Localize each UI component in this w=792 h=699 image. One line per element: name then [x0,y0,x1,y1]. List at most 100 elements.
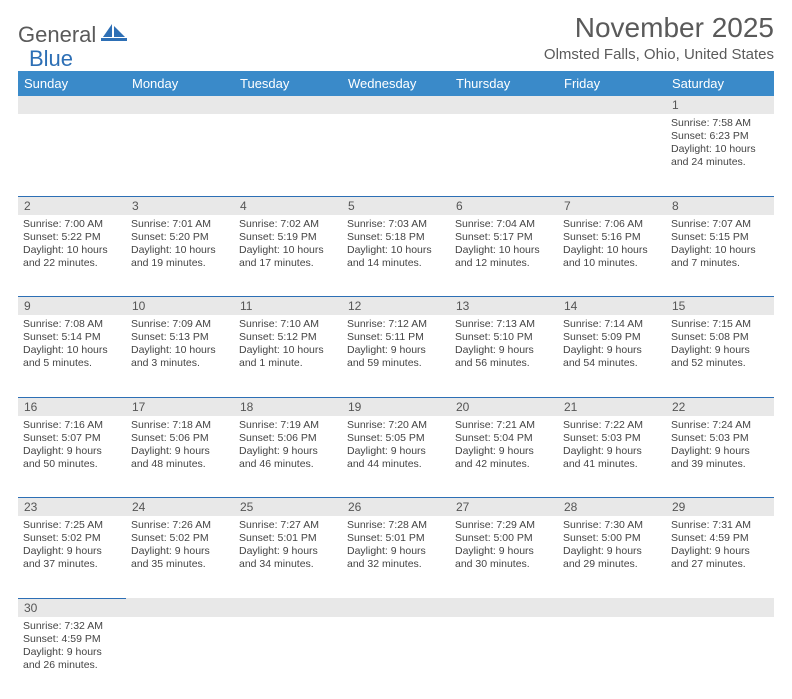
day-detail-cell: Sunrise: 7:08 AMSunset: 5:14 PMDaylight:… [18,315,126,397]
daylight-text: Daylight: 10 hours and 3 minutes. [131,344,229,370]
day-detail-cell: Sunrise: 7:09 AMSunset: 5:13 PMDaylight:… [126,315,234,397]
day-number-cell: 29 [666,498,774,517]
day-number-cell: 15 [666,297,774,316]
day-number-cell [126,598,234,617]
day-number-row: 23242526272829 [18,498,774,517]
weekday-header: Thursday [450,71,558,96]
day-number-cell: 19 [342,397,450,416]
day-detail-cell: Sunrise: 7:06 AMSunset: 5:16 PMDaylight:… [558,215,666,297]
daylight-text: Daylight: 10 hours and 14 minutes. [347,244,445,270]
day-detail-cell [558,617,666,699]
day-detail-row: Sunrise: 7:08 AMSunset: 5:14 PMDaylight:… [18,315,774,397]
sunset-text: Sunset: 5:05 PM [347,432,445,445]
day-number-cell [666,598,774,617]
daylight-text: Daylight: 10 hours and 1 minute. [239,344,337,370]
daylight-text: Daylight: 9 hours and 59 minutes. [347,344,445,370]
day-number-cell [234,598,342,617]
sunrise-text: Sunrise: 7:09 AM [131,318,229,331]
day-detail-cell: Sunrise: 7:58 AMSunset: 6:23 PMDaylight:… [666,114,774,196]
sunrise-text: Sunrise: 7:24 AM [671,419,769,432]
sunset-text: Sunset: 5:15 PM [671,231,769,244]
day-detail-row: Sunrise: 7:58 AMSunset: 6:23 PMDaylight:… [18,114,774,196]
daylight-text: Daylight: 10 hours and 10 minutes. [563,244,661,270]
daylight-text: Daylight: 9 hours and 42 minutes. [455,445,553,471]
sunset-text: Sunset: 5:11 PM [347,331,445,344]
daylight-text: Daylight: 10 hours and 24 minutes. [671,143,769,169]
weekday-header: Monday [126,71,234,96]
sunrise-text: Sunrise: 7:30 AM [563,519,661,532]
day-detail-cell [666,617,774,699]
day-number-cell: 6 [450,196,558,215]
weekday-header: Sunday [18,71,126,96]
daylight-text: Daylight: 10 hours and 17 minutes. [239,244,337,270]
day-number-cell: 5 [342,196,450,215]
logo-word2: Blue [29,46,73,71]
day-number-cell: 17 [126,397,234,416]
sunset-text: Sunset: 5:08 PM [671,331,769,344]
day-detail-cell [234,617,342,699]
day-number-cell: 4 [234,196,342,215]
day-number-cell: 25 [234,498,342,517]
sunset-text: Sunset: 5:09 PM [563,331,661,344]
daylight-text: Daylight: 9 hours and 37 minutes. [23,545,121,571]
sunset-text: Sunset: 5:00 PM [563,532,661,545]
daylight-text: Daylight: 10 hours and 22 minutes. [23,244,121,270]
day-number-cell: 2 [18,196,126,215]
sunrise-text: Sunrise: 7:03 AM [347,218,445,231]
sunset-text: Sunset: 5:06 PM [239,432,337,445]
daylight-text: Daylight: 9 hours and 52 minutes. [671,344,769,370]
day-detail-cell: Sunrise: 7:01 AMSunset: 5:20 PMDaylight:… [126,215,234,297]
day-detail-cell: Sunrise: 7:32 AMSunset: 4:59 PMDaylight:… [18,617,126,699]
day-number-cell [126,96,234,114]
daylight-text: Daylight: 9 hours and 41 minutes. [563,445,661,471]
day-detail-cell: Sunrise: 7:16 AMSunset: 5:07 PMDaylight:… [18,416,126,498]
sunrise-text: Sunrise: 7:10 AM [239,318,337,331]
day-number-cell [558,96,666,114]
sunrise-text: Sunrise: 7:01 AM [131,218,229,231]
day-detail-cell: Sunrise: 7:18 AMSunset: 5:06 PMDaylight:… [126,416,234,498]
sunrise-text: Sunrise: 7:21 AM [455,419,553,432]
day-detail-cell: Sunrise: 7:25 AMSunset: 5:02 PMDaylight:… [18,516,126,598]
sunrise-text: Sunrise: 7:26 AM [131,519,229,532]
sunset-text: Sunset: 5:10 PM [455,331,553,344]
sunrise-text: Sunrise: 7:22 AM [563,419,661,432]
day-number-cell [558,598,666,617]
sunrise-text: Sunrise: 7:18 AM [131,419,229,432]
daylight-text: Daylight: 9 hours and 30 minutes. [455,545,553,571]
sunset-text: Sunset: 5:14 PM [23,331,121,344]
day-detail-cell: Sunrise: 7:00 AMSunset: 5:22 PMDaylight:… [18,215,126,297]
month-title: November 2025 [544,12,774,44]
page-header: General November 2025 Olmsted Falls, Ohi… [18,12,774,63]
day-detail-cell: Sunrise: 7:29 AMSunset: 5:00 PMDaylight:… [450,516,558,598]
title-area: November 2025 Olmsted Falls, Ohio, Unite… [544,12,774,63]
sunrise-text: Sunrise: 7:07 AM [671,218,769,231]
day-detail-cell: Sunrise: 7:15 AMSunset: 5:08 PMDaylight:… [666,315,774,397]
day-number-cell: 24 [126,498,234,517]
sunset-text: Sunset: 5:02 PM [131,532,229,545]
day-detail-row: Sunrise: 7:00 AMSunset: 5:22 PMDaylight:… [18,215,774,297]
weekday-header-row: Sunday Monday Tuesday Wednesday Thursday… [18,71,774,96]
day-number-cell: 27 [450,498,558,517]
sunrise-text: Sunrise: 7:31 AM [671,519,769,532]
daylight-text: Daylight: 10 hours and 5 minutes. [23,344,121,370]
sunset-text: Sunset: 5:06 PM [131,432,229,445]
day-detail-cell: Sunrise: 7:19 AMSunset: 5:06 PMDaylight:… [234,416,342,498]
day-number-cell: 8 [666,196,774,215]
day-detail-cell: Sunrise: 7:03 AMSunset: 5:18 PMDaylight:… [342,215,450,297]
sunset-text: Sunset: 5:13 PM [131,331,229,344]
day-detail-cell: Sunrise: 7:31 AMSunset: 4:59 PMDaylight:… [666,516,774,598]
sunset-text: Sunset: 5:12 PM [239,331,337,344]
day-number-cell: 10 [126,297,234,316]
weekday-header: Saturday [666,71,774,96]
daylight-text: Daylight: 9 hours and 32 minutes. [347,545,445,571]
sunrise-text: Sunrise: 7:00 AM [23,218,121,231]
sunset-text: Sunset: 4:59 PM [671,532,769,545]
sunset-text: Sunset: 5:16 PM [563,231,661,244]
day-detail-cell: Sunrise: 7:20 AMSunset: 5:05 PMDaylight:… [342,416,450,498]
day-number-row: 9101112131415 [18,297,774,316]
day-detail-cell [450,114,558,196]
day-detail-cell: Sunrise: 7:30 AMSunset: 5:00 PMDaylight:… [558,516,666,598]
daylight-text: Daylight: 9 hours and 56 minutes. [455,344,553,370]
daylight-text: Daylight: 9 hours and 44 minutes. [347,445,445,471]
day-number-cell: 22 [666,397,774,416]
